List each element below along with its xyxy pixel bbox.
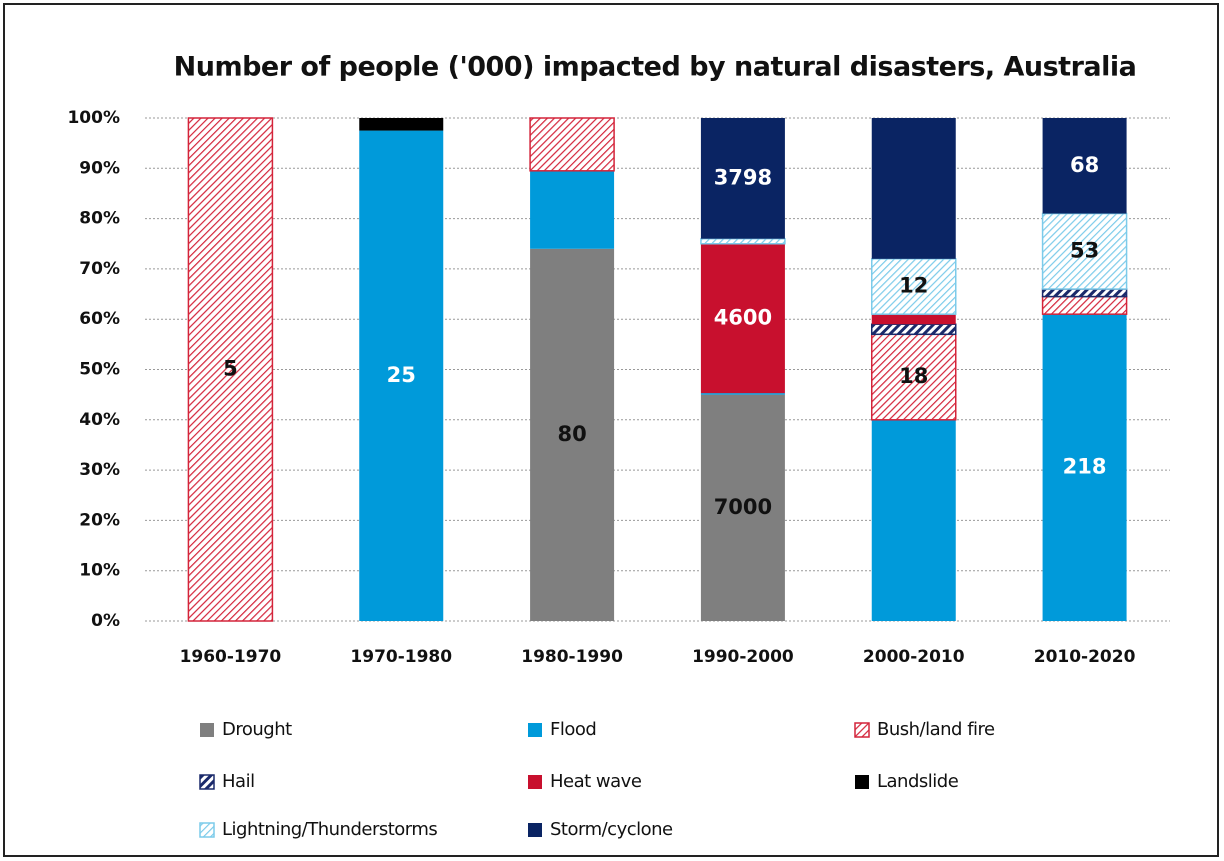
bar-segment [700,393,785,395]
legend-label: Hail [222,771,255,792]
legend-label: Landslide [877,771,959,792]
bar-segment [871,118,956,259]
x-tick-label: 1990-2000 [692,647,794,667]
y-tick-label: 10% [79,561,120,581]
y-tick-label: 90% [79,158,120,178]
bar-segment [1041,295,1128,315]
bar-segment [359,130,444,621]
y-tick-label: 0% [91,611,120,631]
y-tick-label: 20% [79,510,120,530]
legend-swatch [855,775,869,789]
bar-segment [530,248,615,621]
chart-title: Number of people ('000) impacted by natu… [174,52,1137,83]
bar-segment [187,117,274,622]
y-tick-label: 70% [79,259,120,279]
bar-segment [871,333,957,421]
data-label: 5 [223,357,238,381]
bar-segment [871,323,957,336]
legend-swatch [200,723,214,737]
legend-swatch [528,823,542,837]
bar-segment [1041,288,1128,298]
data-label: 68 [1070,153,1099,177]
legend-swatch [854,722,870,738]
bar-segment [359,118,444,131]
legend-swatch [199,774,215,790]
bar-segment [1042,118,1127,214]
bar-segment [700,243,785,394]
data-label: 4600 [714,305,772,329]
legend-label: Heat wave [550,771,642,792]
data-label: 53 [1070,238,1099,262]
legend-label: Lightning/Thunderstorms [222,819,437,840]
bar-segment [700,237,786,245]
y-tick-label: 50% [79,360,120,380]
x-tick-label: 1980-1990 [521,647,623,667]
data-label: 7000 [714,495,772,519]
bar-segment [700,118,785,239]
data-label: 3798 [714,165,772,189]
bar-segment [530,170,615,249]
x-tick-label: 2000-2010 [863,647,965,667]
x-tick-label: 2010-2020 [1034,647,1136,667]
legend-label: Bush/land fire [877,719,995,740]
bar-segment [871,314,956,325]
bar-segment [529,117,615,172]
legend-swatch [528,723,542,737]
legend-label: Flood [550,719,596,740]
bar-segment [700,394,785,621]
y-tick-label: 40% [79,410,120,430]
y-tick-label: 30% [79,460,120,480]
bar-segment [1042,314,1127,621]
y-tick-label: 60% [79,309,120,329]
data-label: 25 [387,363,416,387]
bar-segment [1041,212,1128,290]
legend-swatch [528,775,542,789]
bar-segment [871,419,956,621]
data-label: 18 [899,364,928,388]
x-tick-label: 1970-1980 [350,647,452,667]
x-tick-label: 1960-1970 [180,647,282,667]
legend-swatch [199,822,215,838]
y-tick-label: 100% [67,108,120,128]
data-label: 12 [899,274,928,298]
bar-segment [871,258,957,315]
data-label: 80 [557,422,586,446]
y-tick-label: 80% [79,209,120,229]
legend-label: Storm/cyclone [550,819,673,840]
data-label: 218 [1063,455,1107,479]
legend-label: Drought [222,719,292,740]
